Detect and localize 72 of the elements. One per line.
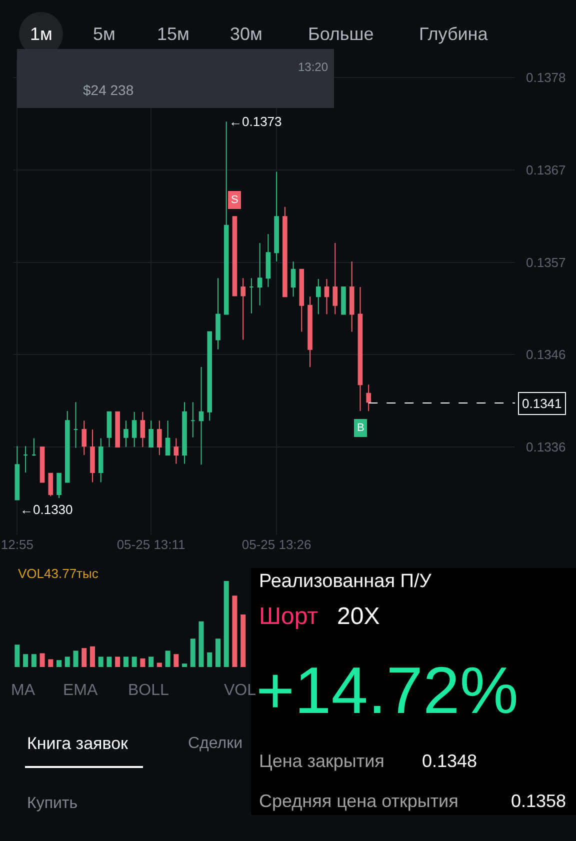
y-tick-label: 0.1367 (526, 162, 566, 178)
candlestick (132, 411, 137, 448)
candlestick (257, 242, 262, 306)
candlestick (316, 278, 321, 315)
text: 0.1358 (511, 791, 566, 811)
candlestick (157, 420, 162, 456)
annotation: +14.72% (256, 653, 518, 727)
annotation: S (231, 194, 238, 206)
candlestick (64, 410, 70, 483)
candlestick (349, 260, 354, 332)
text: 0.1348 (422, 751, 478, 771)
candlestick (266, 234, 271, 288)
candlestick (98, 438, 104, 483)
candlestick (290, 260, 296, 298)
annotation: ←0.1373 (229, 114, 282, 129)
candlestick (174, 438, 179, 464)
candlestick (182, 402, 187, 464)
candlestick (23, 446, 28, 474)
text: 5м (93, 24, 116, 44)
candlestick (299, 268, 304, 332)
candlestick (140, 411, 146, 448)
ref-line-label: 0.1341 (522, 396, 562, 411)
y-tick-label: 0.1357 (526, 254, 566, 270)
text: Реализованная П/У (259, 571, 432, 592)
candlestick (198, 366, 204, 466)
candlestick (190, 402, 196, 438)
candlestick (249, 278, 254, 314)
text: Цена закрытия (259, 751, 384, 771)
candlestick (124, 420, 128, 448)
annotation: ←0.1330 (20, 502, 73, 517)
x-tick-label: 05-25 13:26 (242, 537, 312, 552)
x-tick-label: 12:55 (0, 537, 34, 552)
candlestick (82, 420, 87, 456)
candlestick (308, 296, 312, 368)
candlestick (224, 121, 229, 315)
candlestick (232, 216, 238, 296)
y-tick-label: 0.1346 (526, 347, 566, 362)
candlestick (14, 446, 20, 500)
x-tick-label: 05-25 13:11 (116, 537, 186, 552)
candlestick (207, 331, 212, 422)
candlestick (73, 402, 78, 448)
text: Больше (308, 24, 374, 44)
candlestick (282, 206, 288, 298)
text: 15м (157, 24, 190, 44)
annotation: 20X (337, 603, 380, 630)
annotation: Шорт (259, 603, 318, 630)
candlestick (40, 446, 45, 483)
candlestick (366, 384, 371, 412)
candlestick (341, 286, 346, 315)
candlestick (216, 278, 220, 350)
annotation: B (357, 422, 364, 434)
candlestick (32, 438, 36, 456)
candlestick (332, 242, 338, 315)
candlestick (274, 171, 279, 262)
y-tick-label: 0.1336 (526, 440, 566, 455)
y-tick-label: 0.1378 (526, 70, 566, 86)
candlestick (90, 428, 95, 483)
text: 30м (230, 24, 262, 44)
candlestick (106, 411, 112, 448)
candlestick (324, 278, 330, 315)
candlestick (358, 286, 363, 412)
candlestick (56, 472, 62, 499)
candlestick (240, 278, 246, 340)
text: Глубина (419, 24, 489, 44)
annotation: 13:20 (298, 60, 328, 74)
text: Средняя цена открытия (259, 791, 458, 811)
candlestick (165, 420, 170, 456)
candlestick (148, 420, 154, 448)
candlestick (115, 411, 120, 448)
text: 1м (30, 24, 52, 44)
annotation: $24 238 (83, 82, 134, 98)
candlestick (48, 472, 54, 497)
